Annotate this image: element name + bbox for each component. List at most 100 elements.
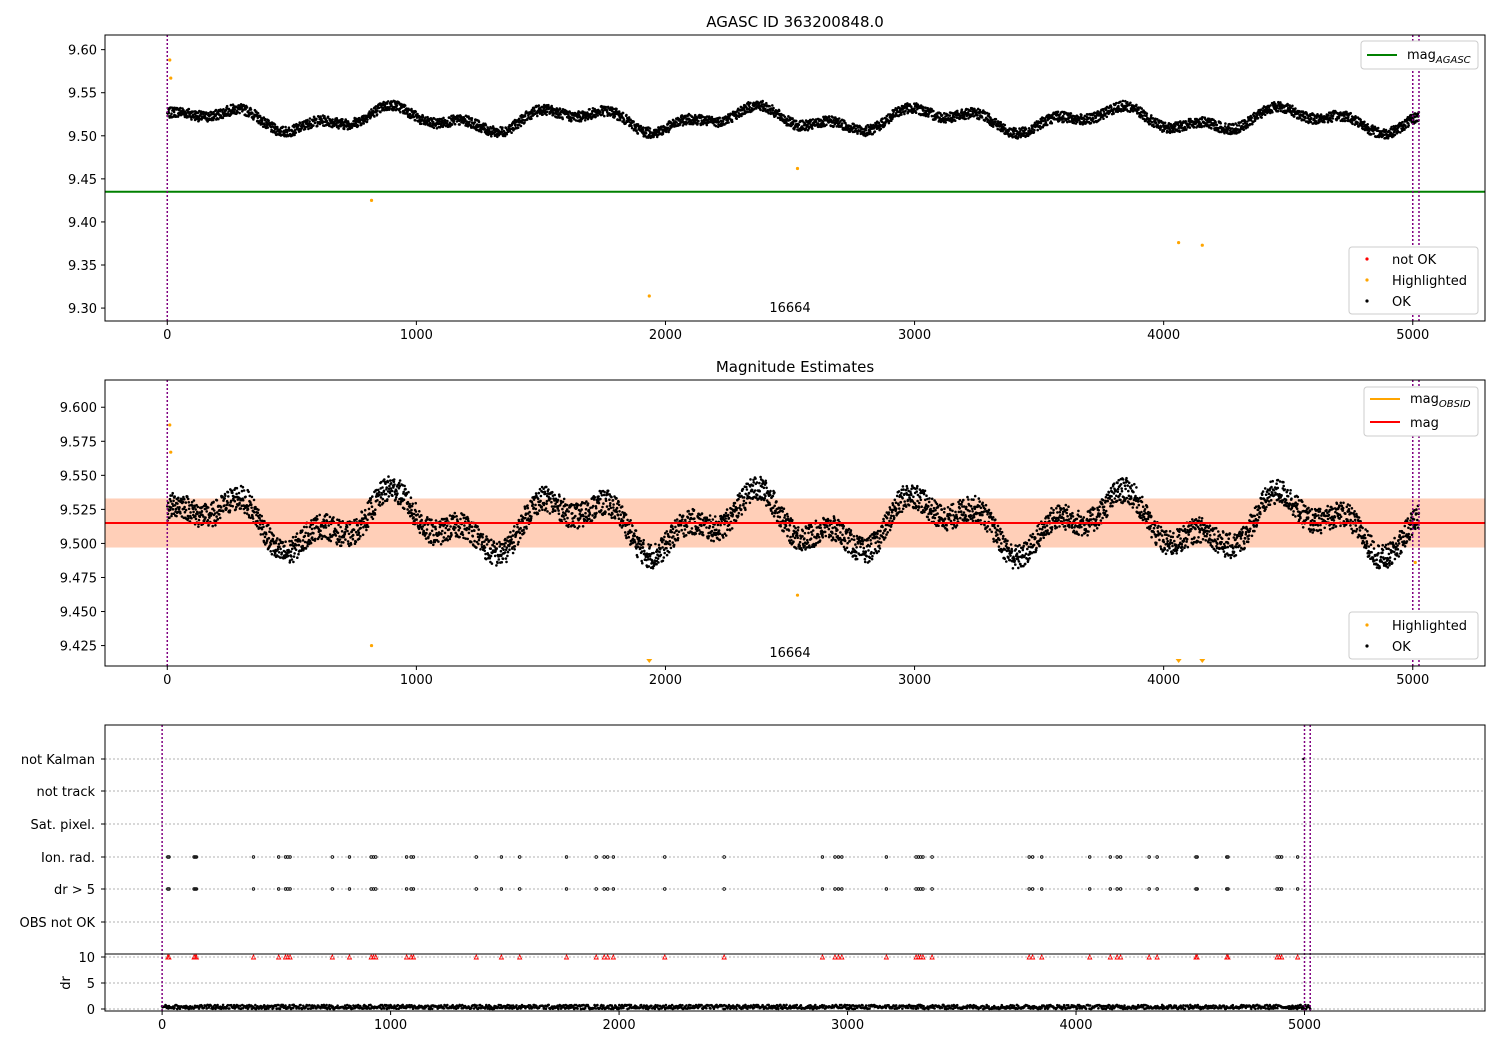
ok-point [369, 115, 373, 118]
ok-point [187, 507, 191, 511]
ok-point [1014, 127, 1017, 130]
x-tick-label: 2000 [649, 328, 682, 343]
ok-point [501, 126, 504, 129]
ok-point [242, 104, 246, 108]
ok-point [290, 558, 294, 561]
ok-point [346, 128, 350, 131]
ok-point [207, 524, 210, 527]
ok-point [735, 117, 738, 120]
ok-point [865, 126, 868, 130]
ok-point [284, 125, 287, 129]
ok-point [190, 516, 193, 520]
ok-point [297, 123, 301, 127]
ok-point [346, 529, 349, 533]
ok-point [312, 124, 315, 127]
ok-point [1219, 122, 1222, 125]
ok-point [1061, 114, 1065, 118]
ok-point [301, 529, 304, 532]
ok-point [206, 518, 210, 522]
ok-point [235, 492, 238, 496]
ok-point [260, 527, 264, 531]
ok-point [277, 551, 281, 554]
ok-point [561, 117, 564, 121]
ok-point [268, 527, 272, 530]
ok-point [229, 103, 233, 107]
ok-point [510, 131, 513, 134]
ok-point [1119, 100, 1122, 104]
ok-point [1304, 116, 1307, 120]
ok-point [615, 107, 618, 111]
y-tick-label: 9.40 [68, 216, 97, 231]
ok-point [233, 499, 237, 503]
ok-point [326, 115, 330, 119]
ok-point [1210, 127, 1213, 130]
ok-point [953, 116, 956, 119]
ok-point [299, 540, 302, 543]
ok-point [306, 544, 309, 548]
ok-point [1150, 120, 1154, 124]
ok-point [186, 514, 190, 518]
ok-point [1004, 127, 1007, 130]
ok-point [403, 104, 407, 107]
ok-point [791, 117, 794, 120]
ok-point [416, 112, 419, 116]
ok-point [994, 117, 998, 121]
ok-point [192, 499, 196, 502]
ok-point [382, 100, 386, 104]
ok-point [382, 489, 386, 493]
ok-point [388, 491, 392, 495]
ok-point [186, 497, 190, 501]
ok-point [987, 112, 991, 116]
ok-point [1276, 109, 1280, 113]
ok-point [214, 524, 217, 527]
ok-point [305, 525, 308, 529]
ok-point [363, 508, 367, 512]
ok-point [1024, 127, 1028, 131]
ok-point [307, 127, 310, 131]
ok-point [468, 120, 471, 124]
ok-point [331, 118, 334, 121]
ok-point [630, 124, 633, 128]
ok-point [904, 109, 907, 113]
ok-point [1185, 128, 1188, 131]
ok-point [293, 552, 296, 555]
ok-point [390, 104, 393, 107]
x-tick-label: 4000 [1147, 328, 1180, 343]
legend-mag-subscript: AGASC [1435, 55, 1471, 66]
ok-point [256, 111, 260, 115]
ok-point [1214, 120, 1217, 124]
points-legend: not OK Highlighted OK [1348, 246, 1479, 315]
ok-point [1403, 128, 1406, 131]
ok-point [1039, 121, 1043, 125]
ok-point [297, 543, 301, 547]
ok-point [827, 115, 831, 118]
ok-point [250, 506, 253, 510]
ok-point [588, 108, 591, 111]
ok-point [347, 532, 351, 536]
ok-point [294, 535, 298, 539]
ok-point [215, 515, 218, 518]
ok-point [175, 514, 178, 518]
ok-point [292, 560, 295, 564]
ok-point [964, 117, 967, 121]
ok-point [310, 536, 314, 539]
ok-point [1294, 107, 1297, 110]
ok-point [231, 504, 234, 508]
ok-point [241, 498, 245, 502]
ok-point [239, 507, 243, 510]
panel-title: AGASC ID 363200848.0 [706, 13, 884, 31]
ok-point [281, 125, 285, 129]
ok-point [446, 119, 449, 123]
ok-point [257, 508, 260, 512]
ok-point [1105, 115, 1109, 119]
legend-ok: OK [1392, 295, 1411, 310]
ok-point [204, 516, 207, 519]
ok-point [199, 110, 203, 113]
ok-point [376, 109, 379, 112]
ok-point [212, 509, 216, 512]
ok-point [250, 503, 253, 507]
ok-point [267, 536, 271, 540]
ok-point [231, 491, 234, 495]
ok-point [269, 550, 273, 553]
ok-point [1256, 116, 1260, 120]
